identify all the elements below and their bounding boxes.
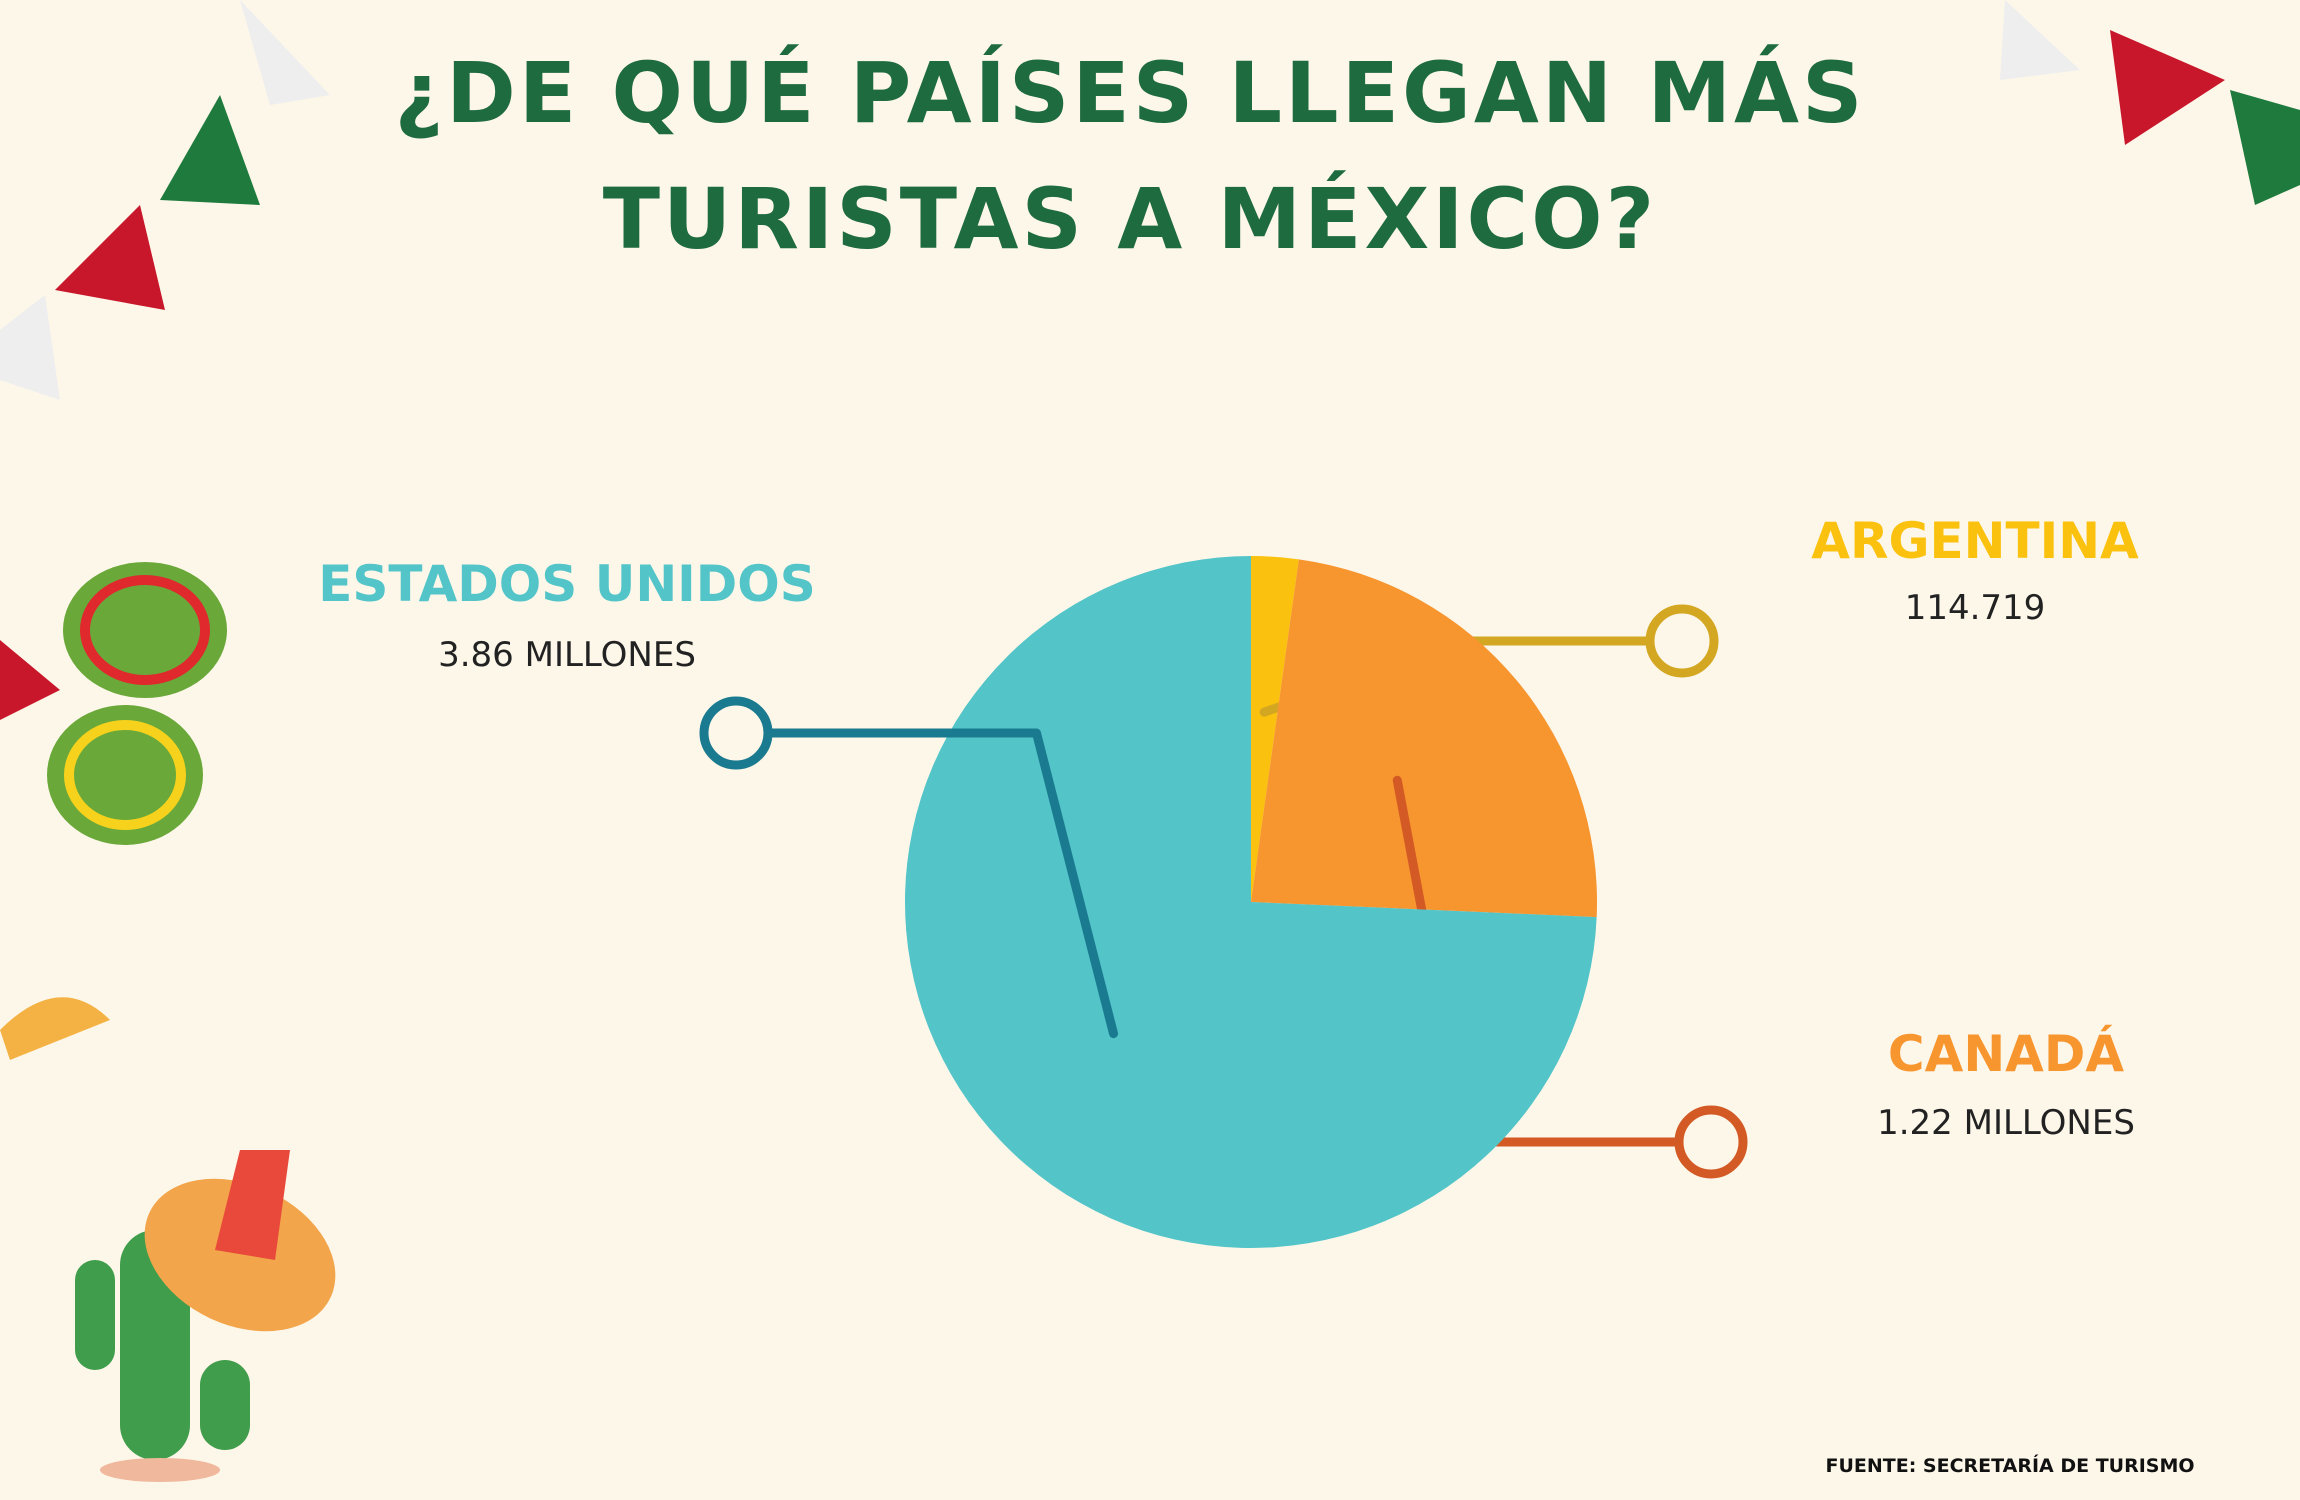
cactus-sombrero: [75, 1150, 336, 1482]
chart-title: ¿DE QUÉ PAÍSES LLEGAN MÁS TURISTAS A MÉX…: [394, 44, 1866, 268]
connector-dot: [1674, 1105, 1748, 1179]
maracas: [0, 562, 227, 845]
source-note: FUENTE: SECRETARÍA DE TURISMO: [1825, 1455, 2195, 1477]
value-label: 114.719: [1904, 588, 2046, 628]
category-label: ARGENTINA: [1811, 512, 2139, 570]
bunting-right: [2000, 0, 2300, 205]
value-label: 3.86 MILLONES: [438, 635, 696, 675]
category-label: CANADÁ: [1887, 1025, 2125, 1083]
value-label: 1.22 MILLONES: [1877, 1103, 2135, 1143]
connector: [763, 728, 1119, 1039]
category-label: ESTADOS UNIDOS: [318, 555, 816, 613]
connector-dot: [699, 696, 773, 770]
connector-dot: [1645, 604, 1719, 678]
taco: [0, 997, 110, 1060]
pie-slice: [1251, 556, 1299, 902]
bunting-left: [0, 0, 330, 400]
pie-slice: [904, 556, 1597, 1248]
pie-slice: [1251, 559, 1597, 918]
